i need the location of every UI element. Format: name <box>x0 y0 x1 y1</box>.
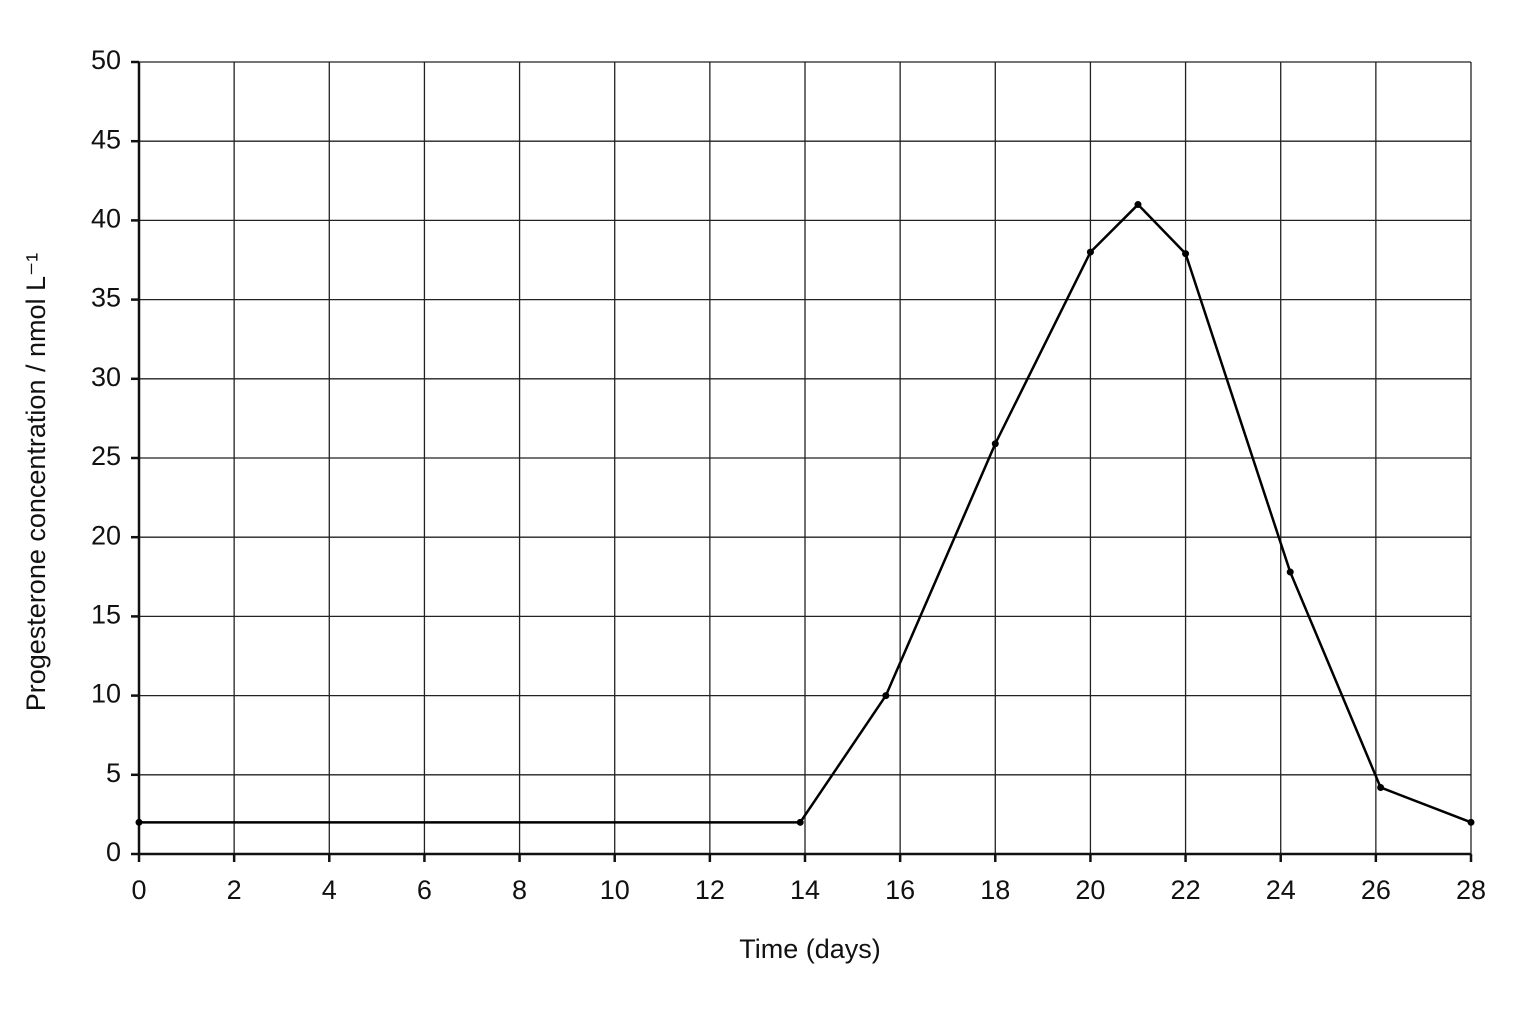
y-tick-label: 10 <box>91 679 121 709</box>
y-tick-label: 30 <box>91 362 121 392</box>
data-point <box>796 818 804 826</box>
x-tick-label: 8 <box>512 875 527 905</box>
data-point <box>1086 248 1094 256</box>
data-point <box>1286 568 1294 576</box>
x-tick-label: 22 <box>1171 875 1201 905</box>
x-tick-label: 2 <box>227 875 242 905</box>
x-tick-label: 18 <box>980 875 1010 905</box>
y-tick-label: 35 <box>91 283 121 313</box>
x-tick-label: 28 <box>1456 875 1486 905</box>
y-tick-label: 40 <box>91 204 121 234</box>
x-tick-label: 16 <box>885 875 915 905</box>
x-tick-label: 6 <box>417 875 432 905</box>
data-point <box>882 692 890 700</box>
y-axis-title: Progesterone concentration / nmol L⁻¹ <box>21 253 51 712</box>
data-point <box>1182 250 1190 258</box>
x-tick-label: 26 <box>1361 875 1391 905</box>
x-tick-label: 20 <box>1075 875 1105 905</box>
y-tick-label: 15 <box>91 600 121 630</box>
data-point <box>135 818 143 826</box>
x-tick-label: 24 <box>1266 875 1296 905</box>
x-axis-title: Time (days) <box>739 934 881 964</box>
x-tick-label: 12 <box>695 875 725 905</box>
data-line <box>139 203 1472 824</box>
x-tick-label: 0 <box>131 875 146 905</box>
data-point <box>991 440 999 448</box>
x-tick-label: 10 <box>600 875 630 905</box>
x-tick-label: 14 <box>790 875 820 905</box>
data-point <box>1134 201 1142 209</box>
y-tick-label: 5 <box>106 758 121 788</box>
y-tick-label: 25 <box>91 441 121 471</box>
data-point <box>1377 783 1385 791</box>
y-tick-label: 0 <box>106 837 121 867</box>
x-tick-label: 4 <box>322 875 337 905</box>
y-tick-label: 45 <box>91 124 121 154</box>
y-tick-label: 50 <box>91 45 121 75</box>
data-point <box>1467 818 1475 826</box>
y-tick-label: 20 <box>91 520 121 550</box>
